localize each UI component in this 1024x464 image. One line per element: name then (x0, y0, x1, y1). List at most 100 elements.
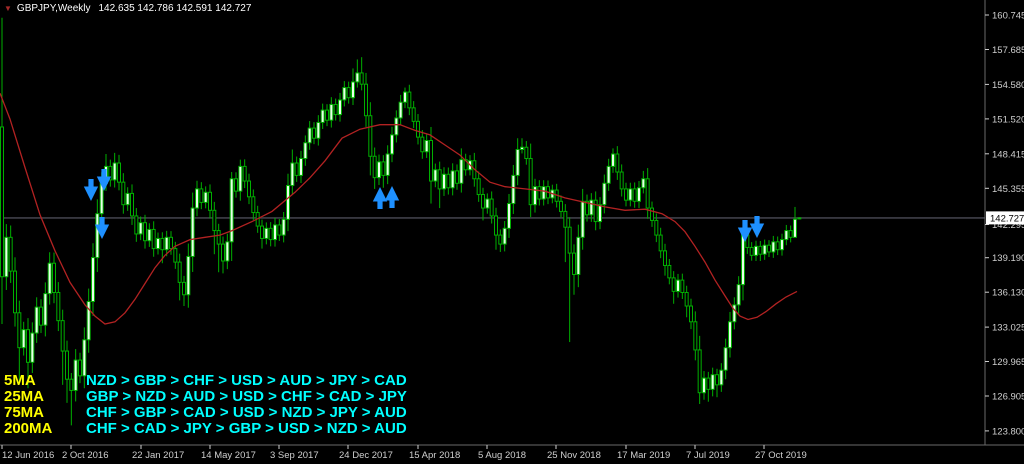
candle-body (311, 127, 316, 139)
candle-body (12, 270, 17, 314)
candle-body (251, 196, 256, 214)
legend-ranking-75ma: CHF > GBP > CAD > USD > NZD > JPY > AUD (86, 404, 407, 421)
candle-body (82, 339, 87, 377)
candle-body (420, 136, 425, 153)
price-tick-label: 136.130 (992, 288, 1024, 299)
candle-body (177, 261, 182, 283)
candle-body (515, 149, 520, 176)
candle-body (753, 245, 758, 256)
price-tick-label: 126.905 (992, 392, 1024, 403)
candle-body (671, 277, 676, 292)
candle-body (394, 117, 399, 136)
arrow-down-icon[interactable] (749, 216, 765, 238)
candle-body (112, 162, 117, 181)
candle-body (437, 169, 442, 190)
candle-body (563, 210, 568, 228)
candle-body (706, 377, 711, 390)
arrow-up-icon[interactable] (372, 187, 388, 209)
arrow-down-icon[interactable] (94, 217, 110, 239)
candle-body (727, 321, 732, 349)
arrow-down-icon[interactable] (737, 220, 753, 242)
price-tick-label: 148.415 (992, 149, 1024, 160)
price-tick-label: 133.025 (992, 323, 1024, 334)
candle-body (459, 159, 464, 184)
legend-ranking-25ma: GBP > NZD > AUD > USD > CHF > CAD > JPY (86, 388, 407, 405)
candle-body (662, 250, 667, 266)
candle-body (363, 83, 368, 117)
price-axis[interactable]: 160.745 157.685 154.580 151.520 148.415 145.3… (985, 11, 1024, 438)
candle-body (615, 153, 620, 173)
candle-body (121, 181, 126, 206)
time-tick-label: 24 Dec 2017 (339, 450, 393, 461)
candle-body (389, 134, 394, 155)
candle-body (606, 165, 611, 184)
candle-body (233, 178, 238, 192)
candle-body (4, 236, 9, 278)
arrow-up-icon[interactable] (384, 186, 400, 208)
candle-body (463, 159, 468, 171)
candle-body (532, 186, 537, 206)
time-axis[interactable]: 12 Jun 2016 2 Oct 2016 22 Jan 2017 14 May 2… (1, 445, 807, 461)
candle-body (485, 198, 490, 209)
candle-body (25, 329, 30, 363)
candle-body (259, 225, 264, 239)
candle-body (164, 236, 169, 251)
candle-body (528, 158, 533, 206)
candle-body (402, 91, 407, 103)
candle-body (454, 170, 459, 184)
ma-red-line (0, 92, 798, 325)
price-tick-label: 123.800 (992, 426, 1024, 437)
candle-body (658, 234, 663, 252)
candle-body (268, 227, 273, 241)
arrow-down-icon[interactable] (83, 179, 99, 201)
candle-body (385, 153, 390, 176)
candle-body (86, 301, 91, 341)
candle-body (667, 264, 672, 279)
candle-body (56, 292, 61, 322)
candle-body (623, 188, 628, 201)
candle-body (541, 186, 546, 200)
candle-body (285, 185, 290, 220)
time-tick-label: 17 Mar 2019 (617, 450, 670, 461)
candle-body (168, 236, 173, 250)
candle-body (558, 200, 563, 212)
candle-body (272, 224, 277, 241)
candle-body (355, 72, 360, 83)
candle-body (381, 161, 386, 176)
price-tag-label: 142.727 (990, 213, 1024, 224)
candle-body (116, 162, 121, 183)
candle-body (732, 304, 737, 323)
candle-body (190, 207, 195, 257)
candle-body (502, 227, 507, 245)
candle-body (398, 101, 403, 119)
candle-body (368, 115, 373, 157)
candle-body (238, 165, 243, 192)
symbol-period-label: GBPJPY,Weekly (16, 3, 91, 14)
candle-body (589, 199, 594, 216)
signal-arrows[interactable] (83, 169, 765, 242)
candle-body (346, 87, 351, 99)
candle-body (766, 244, 771, 253)
arrow-down-icon[interactable] (96, 169, 112, 191)
price-tick-label: 157.685 (992, 45, 1024, 56)
candle-body (636, 187, 641, 202)
candle-body (584, 200, 589, 216)
candlestick-series (0, 17, 802, 426)
candle-body (688, 305, 693, 323)
candle-body (38, 306, 43, 326)
candle-body (8, 236, 13, 272)
time-tick-label: 27 Oct 2019 (755, 450, 807, 461)
candle-body (333, 103, 338, 116)
candle-body (73, 359, 78, 391)
price-tick-label: 154.580 (992, 80, 1024, 91)
candle-body (34, 306, 39, 334)
candle-body (186, 255, 191, 296)
candle-body (199, 188, 204, 203)
candle-body (632, 188, 637, 202)
candle-body (597, 204, 602, 223)
candle-body (142, 222, 147, 242)
time-tick-label: 15 Apr 2018 (409, 450, 460, 461)
symbol-dropdown-triangle-icon[interactable]: ▼ (4, 3, 12, 13)
candle-body (294, 162, 299, 176)
